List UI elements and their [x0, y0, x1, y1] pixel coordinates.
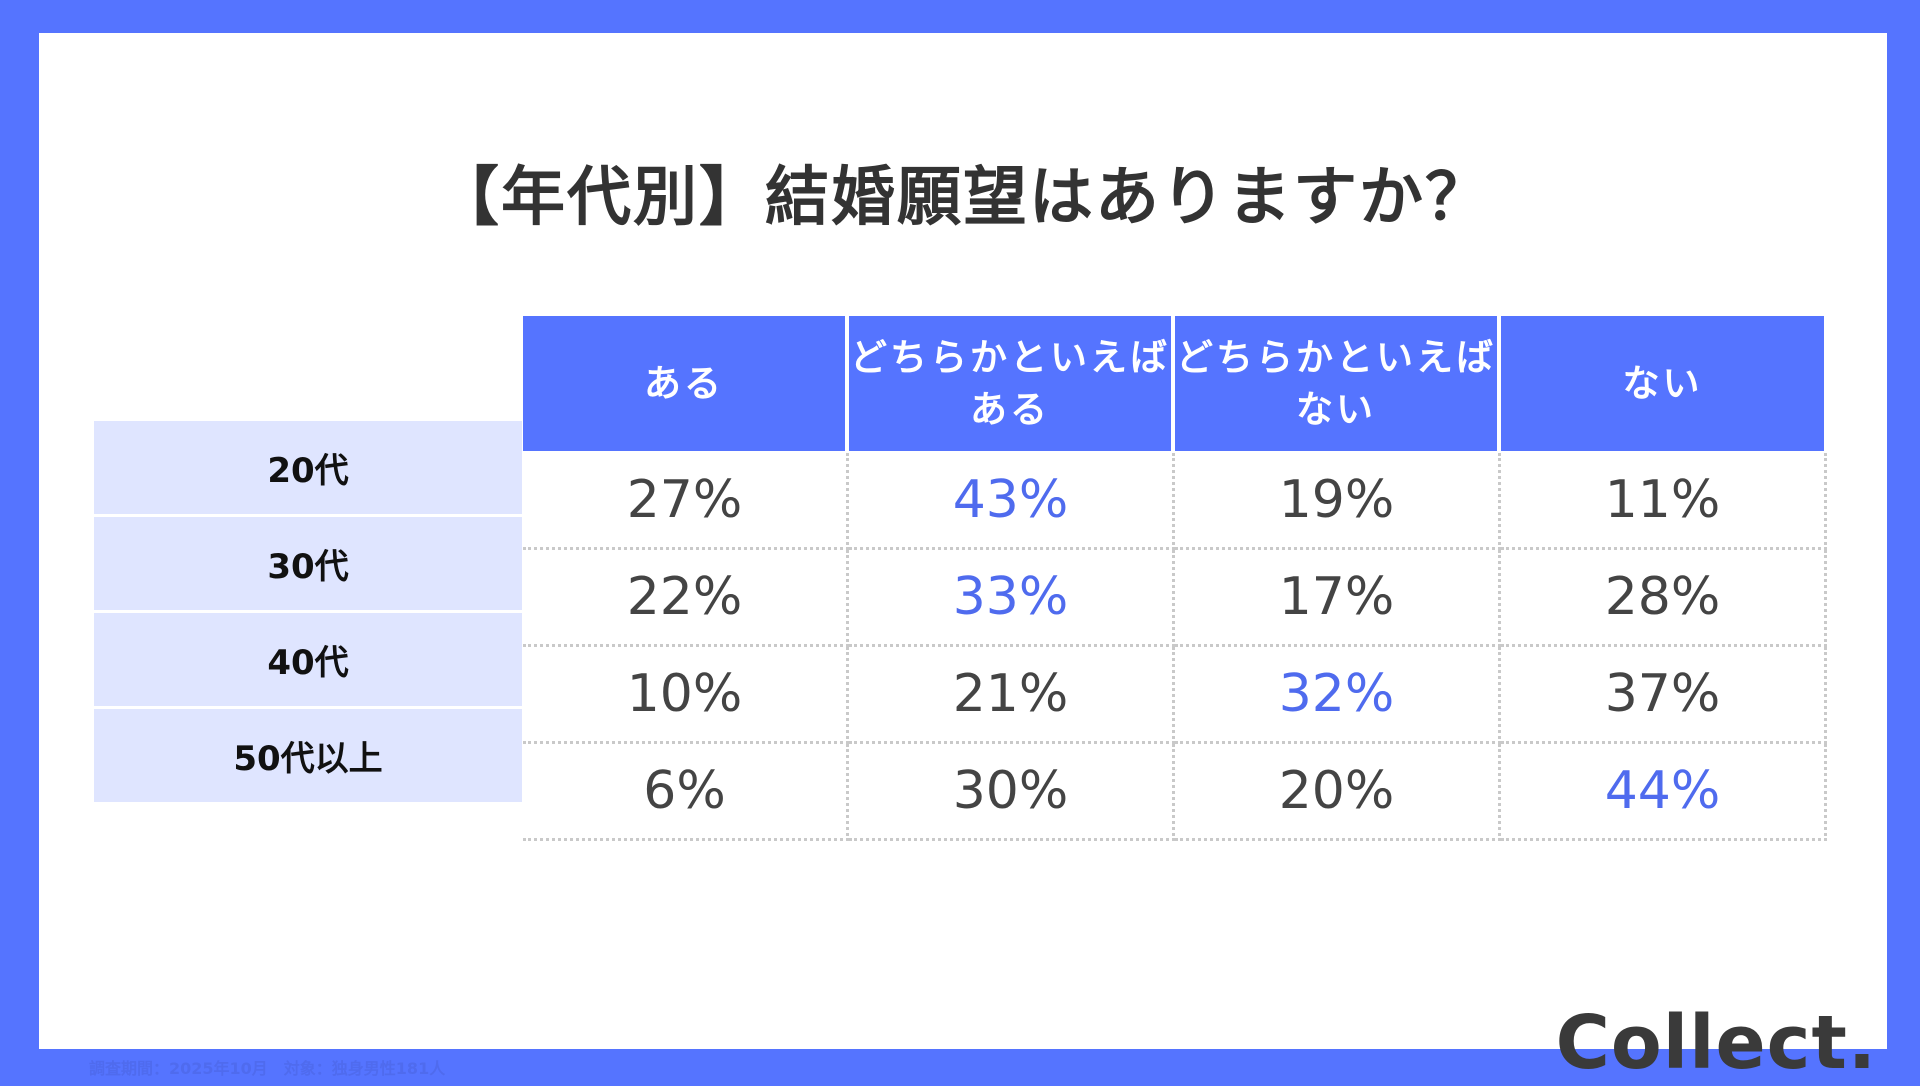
table-cell: 6%: [523, 744, 849, 841]
column-header-line1: ある: [644, 361, 724, 405]
table-cell: 30%: [849, 744, 1175, 841]
row-label-40s: 40代: [94, 613, 522, 706]
column-header-line1: ない: [1622, 361, 1703, 405]
column-header-line1: どちらかといえば: [850, 335, 1170, 379]
column-header-nai: ない: [1501, 316, 1824, 451]
brand-logo: Collect.: [1555, 1000, 1877, 1086]
table-cell: 22%: [523, 550, 849, 647]
column-header-dochiraka-nai: どちらかといえば ない: [1175, 316, 1497, 451]
table-cell: 11%: [1501, 453, 1827, 550]
table-cell-highlight: 33%: [849, 550, 1175, 647]
table-cell: 21%: [849, 647, 1175, 744]
table-cell-highlight: 43%: [849, 453, 1175, 550]
table-cell-highlight: 44%: [1501, 744, 1827, 841]
column-header-line1: どちらかといえば: [1176, 335, 1496, 379]
table-cell: 10%: [523, 647, 849, 744]
page-title: 【年代別】結婚願望はありますか？: [435, 161, 1491, 235]
table-cell: 37%: [1501, 647, 1827, 744]
table-cell: 19%: [1175, 453, 1501, 550]
row-label-30s: 30代: [94, 517, 522, 610]
table-cell: 27%: [523, 453, 849, 550]
column-header-line2: ない: [1296, 387, 1376, 431]
survey-note: 調査期間：2025年10月 対象：独身男性181人: [89, 1059, 446, 1078]
row-label-50s-plus: 50代以上: [94, 709, 522, 802]
column-header-line2: ある: [970, 387, 1050, 431]
table-cell: 20%: [1175, 744, 1501, 841]
table-cell-highlight: 32%: [1175, 647, 1501, 744]
content-card: 【年代別】結婚願望はありますか？ ある どちらかといえば ある どちらかといえば…: [39, 33, 1887, 1083]
column-header-dochiraka-aru: どちらかといえば ある: [849, 316, 1171, 451]
table-cell: 17%: [1175, 550, 1501, 647]
table-cell: 28%: [1501, 550, 1827, 647]
column-header-aru: ある: [523, 316, 845, 451]
row-label-20s: 20代: [94, 421, 522, 514]
